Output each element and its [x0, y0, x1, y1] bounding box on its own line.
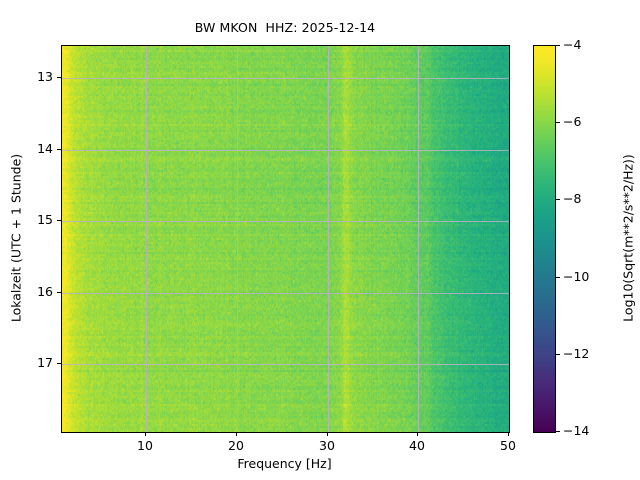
x-tick-label: 50	[500, 438, 516, 453]
y-tick-mark	[57, 77, 61, 78]
colorbar-tick-mark	[556, 122, 560, 123]
x-tick-mark	[508, 432, 509, 436]
gridline-vertical	[418, 46, 419, 432]
y-tick-label: 15	[37, 212, 53, 227]
y-tick-mark	[57, 220, 61, 221]
spectrogram-image	[62, 46, 509, 432]
y-tick-label: 17	[37, 355, 53, 370]
colorbar-tick-label: −14	[563, 423, 590, 438]
colorbar-tick-mark	[556, 45, 560, 46]
colorbar-label: Log10(Sqrt(m**2/s**2/Hz))	[620, 154, 636, 322]
x-tick-label: 40	[409, 438, 425, 453]
y-tick-label: 14	[37, 141, 53, 156]
colorbar-tick-mark	[556, 431, 560, 432]
colorbar-tick-mark	[556, 277, 560, 278]
colorbar-tick-mark	[556, 354, 560, 355]
x-tick-mark	[327, 432, 328, 436]
colorbar-axes	[533, 45, 556, 433]
gridline-horizontal	[62, 78, 509, 79]
gridline-horizontal	[62, 150, 509, 151]
spectrogram-axes	[61, 45, 510, 433]
colorbar-tick-label: −8	[563, 191, 582, 206]
colorbar-tick-label: −6	[563, 114, 582, 129]
y-tick-mark	[57, 363, 61, 364]
gridline-horizontal	[62, 364, 509, 365]
figure-title: BW MKON HHZ: 2025-12-14	[194, 20, 376, 35]
gridline-vertical	[237, 46, 238, 432]
gridline-horizontal	[62, 221, 509, 222]
colorbar-tick-label: −10	[563, 269, 590, 284]
colorbar-tick-label: −12	[563, 346, 590, 361]
gridline-horizontal	[62, 293, 509, 294]
colorbar-gradient	[534, 46, 555, 432]
x-tick-mark	[145, 432, 146, 436]
y-tick-label: 13	[37, 69, 53, 84]
x-tick-label: 30	[319, 438, 335, 453]
x-tick-mark	[417, 432, 418, 436]
x-tick-label: 10	[137, 438, 153, 453]
x-tick-mark	[236, 432, 237, 436]
y-tick-mark	[57, 149, 61, 150]
gridline-vertical	[328, 46, 329, 432]
x-tick-label: 20	[228, 438, 244, 453]
colorbar-tick-label: −4	[563, 37, 582, 52]
y-tick-label: 16	[37, 284, 53, 299]
x-axis-label: Frequency [Hz]	[237, 456, 332, 471]
y-tick-mark	[57, 292, 61, 293]
gridline-vertical	[146, 46, 147, 432]
colorbar-tick-mark	[556, 199, 560, 200]
y-axis-label: Lokalzeit (UTC + 1 Stunde)	[8, 153, 24, 323]
